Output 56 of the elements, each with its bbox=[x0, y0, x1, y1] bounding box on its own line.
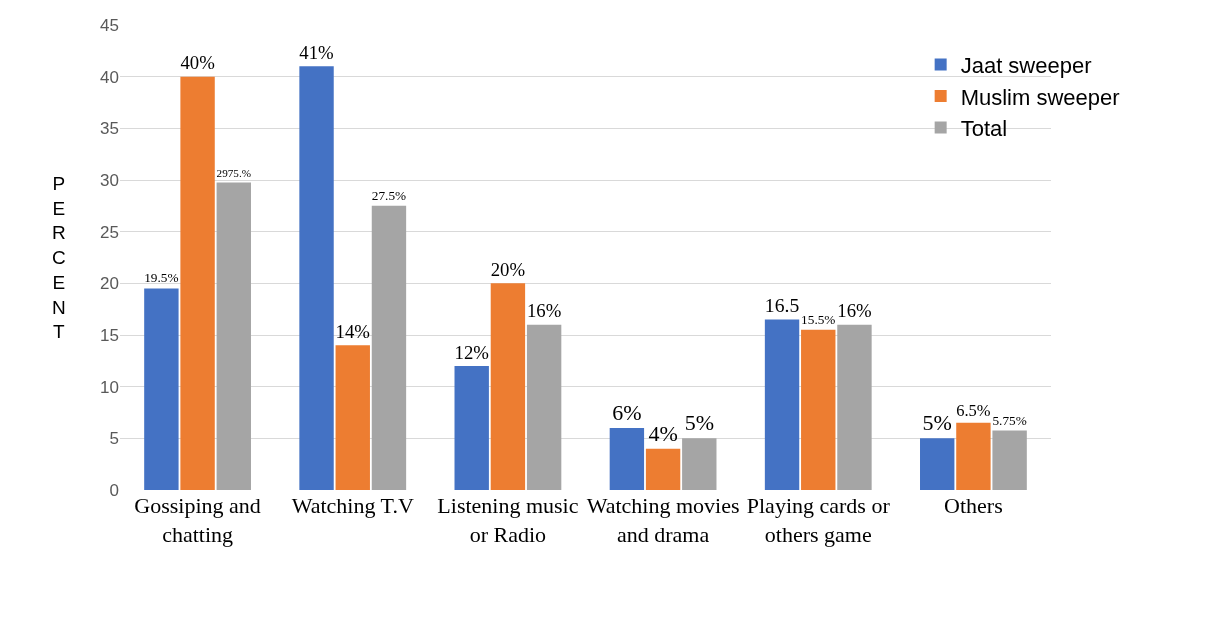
bar bbox=[526, 324, 562, 490]
y-tick-label: 5 bbox=[109, 429, 119, 449]
bar bbox=[837, 324, 872, 490]
bar bbox=[645, 448, 681, 490]
y-axis-title: PERCENT bbox=[52, 173, 66, 343]
bar bbox=[992, 430, 1027, 490]
y-tick-label: 30 bbox=[100, 170, 119, 190]
y-tick-label: 15 bbox=[100, 325, 119, 345]
data-label: 5.75% bbox=[992, 412, 1027, 428]
data-label: 15.5% bbox=[801, 311, 836, 327]
y-tick-label: 40 bbox=[100, 67, 119, 87]
x-tick-label: Gossiping and chatting bbox=[134, 493, 261, 547]
x-tick-label: Others bbox=[944, 493, 1003, 518]
x-tick-label: Watching movies and drama bbox=[586, 493, 740, 547]
data-label: 19.5% bbox=[144, 270, 179, 286]
data-label: 14% bbox=[335, 321, 370, 343]
bar bbox=[490, 283, 526, 490]
x-tick-label: Watching T.V bbox=[291, 493, 414, 518]
data-label: 27.5% bbox=[371, 187, 407, 203]
bar bbox=[801, 329, 836, 490]
y-tick-label: 35 bbox=[100, 119, 119, 139]
x-tick-label: Playing cards or others game bbox=[746, 493, 891, 547]
data-label: 16% bbox=[837, 300, 872, 322]
data-label: 5% bbox=[684, 410, 714, 436]
bar bbox=[180, 76, 215, 490]
y-tick-label: 0 bbox=[109, 480, 119, 500]
y-tick-label: 45 bbox=[100, 15, 119, 35]
data-label: 16% bbox=[526, 300, 562, 322]
y-tick-label: 20 bbox=[100, 274, 119, 294]
legend-label: Jaat sweeper bbox=[960, 52, 1092, 78]
bar bbox=[335, 345, 370, 490]
data-label: 20% bbox=[490, 259, 526, 281]
data-label: 4% bbox=[648, 420, 678, 446]
data-label: 16.5 bbox=[764, 294, 800, 317]
legend-label: Muslim sweeper bbox=[960, 84, 1120, 110]
bar bbox=[371, 205, 407, 490]
data-label: 6.5% bbox=[956, 401, 991, 421]
y-tick-label: 25 bbox=[100, 222, 119, 242]
bar bbox=[299, 66, 334, 490]
data-label: 40% bbox=[180, 52, 215, 74]
bar bbox=[454, 366, 489, 490]
bar bbox=[144, 288, 179, 490]
bar bbox=[956, 422, 991, 490]
data-label: 41% bbox=[299, 42, 334, 64]
x-tick-label: Listening music or Radio bbox=[437, 493, 579, 547]
bar bbox=[609, 428, 645, 490]
data-label: 12% bbox=[454, 341, 489, 363]
data-label: 2975.% bbox=[216, 167, 251, 180]
bar bbox=[216, 182, 251, 490]
bar bbox=[764, 319, 800, 490]
data-label: 5% bbox=[922, 410, 952, 436]
y-tick-label: 10 bbox=[100, 377, 119, 397]
bar bbox=[920, 438, 955, 490]
bar bbox=[682, 438, 717, 490]
legend-label: Total bbox=[960, 116, 1008, 142]
data-label: 6% bbox=[612, 400, 642, 425]
